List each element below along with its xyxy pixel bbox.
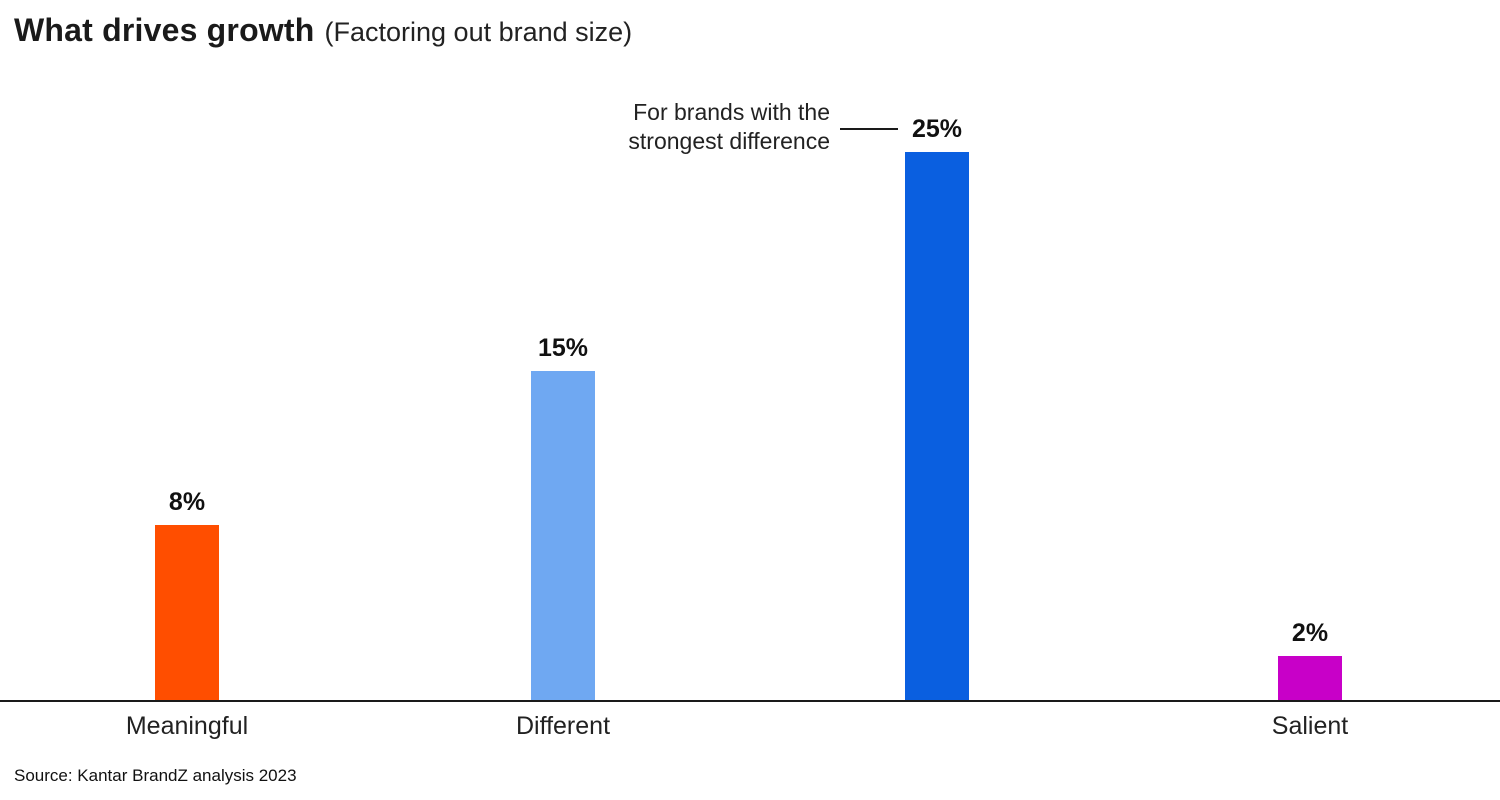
bar-salient xyxy=(1278,656,1342,700)
source-note: Source: Kantar BrandZ analysis 2023 xyxy=(14,766,297,785)
bar-value-label: 25% xyxy=(911,115,963,143)
chart-title: What drives growth xyxy=(14,12,315,48)
x-axis-label-different: Different xyxy=(515,712,611,740)
bar-value-label: 8% xyxy=(168,488,206,516)
annotation-connector-line xyxy=(840,128,898,130)
bar-different xyxy=(531,371,595,700)
bar-value-label: 2% xyxy=(1291,619,1329,647)
annotation-text-line1: For brands with the xyxy=(633,99,830,125)
chart-subtitle: (Factoring out brand size) xyxy=(324,17,633,47)
x-axis-label-salient: Salient xyxy=(1271,712,1349,740)
bar-strongest-difference xyxy=(905,152,969,700)
bar-meaningful xyxy=(155,525,219,700)
annotation-text: For brands with the strongest difference xyxy=(0,98,830,156)
annotation-text-line2: strongest difference xyxy=(628,128,830,154)
chart-header: What drives growth (Factoring out brand s… xyxy=(14,12,632,49)
x-axis-label-meaningful: Meaningful xyxy=(125,712,249,740)
x-axis-line xyxy=(0,700,1500,702)
bar-value-label: 15% xyxy=(537,334,589,362)
